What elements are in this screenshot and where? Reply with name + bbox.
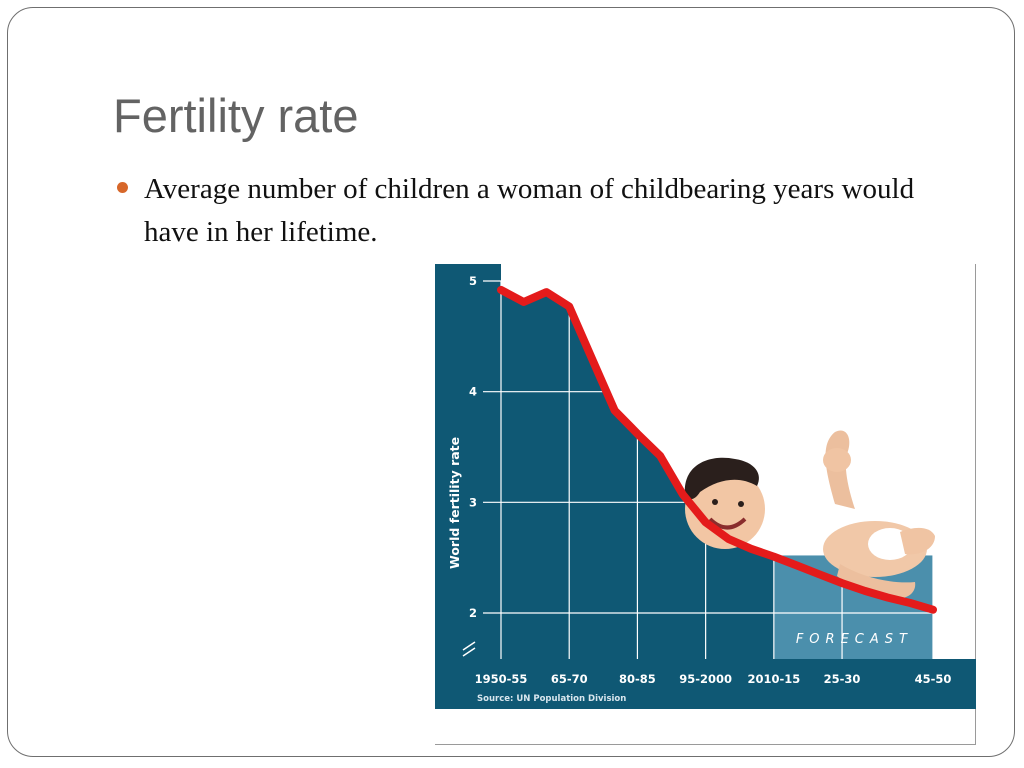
x-tick-label: 65-70 bbox=[551, 672, 588, 686]
baby-smile bbox=[708, 517, 747, 530]
y-tick-label: 3 bbox=[469, 495, 477, 509]
source-note: Source: UN Population Division bbox=[477, 694, 626, 704]
x-tick-label: 95-2000 bbox=[679, 672, 732, 686]
baby-hair bbox=[684, 457, 759, 500]
baby-arm bbox=[837, 564, 916, 600]
axis-break-mark bbox=[462, 641, 476, 657]
fertility-chart: 5 4 3 2 1950-55 65-70 80-85 95-2000 2010-15 25-30… bbox=[435, 264, 976, 745]
baby-foot bbox=[900, 527, 935, 555]
baby-eye bbox=[738, 501, 744, 507]
x-tick-label: 1950-55 bbox=[475, 672, 528, 686]
y-axis-label: World fertility rate bbox=[447, 437, 462, 569]
bullet-dot bbox=[117, 182, 128, 193]
fertility-line bbox=[497, 285, 937, 614]
baby-illustration bbox=[684, 430, 935, 600]
baby-head bbox=[685, 469, 765, 549]
y-tick-label: 4 bbox=[469, 385, 477, 399]
x-tick-label: 2010-15 bbox=[747, 672, 800, 686]
x-tick-label: 80-85 bbox=[619, 672, 656, 686]
y-tick-label: 5 bbox=[469, 274, 477, 288]
x-tick-label: 25-30 bbox=[824, 672, 861, 686]
baby-eye bbox=[712, 499, 718, 505]
bullet-text: Average number of children a woman of ch… bbox=[144, 173, 915, 248]
chart-background bbox=[435, 264, 976, 709]
chart-svg: 5 4 3 2 1950-55 65-70 80-85 95-2000 2010-15 25-30… bbox=[435, 264, 976, 709]
x-tick-label: 45-50 bbox=[915, 672, 952, 686]
baby-foot bbox=[823, 448, 851, 472]
slide-title: Fertility rate bbox=[113, 89, 359, 142]
forecast-label: FORECAST bbox=[796, 632, 913, 647]
y-tick-label: 2 bbox=[469, 606, 477, 620]
chart-area-fill bbox=[501, 289, 933, 659]
